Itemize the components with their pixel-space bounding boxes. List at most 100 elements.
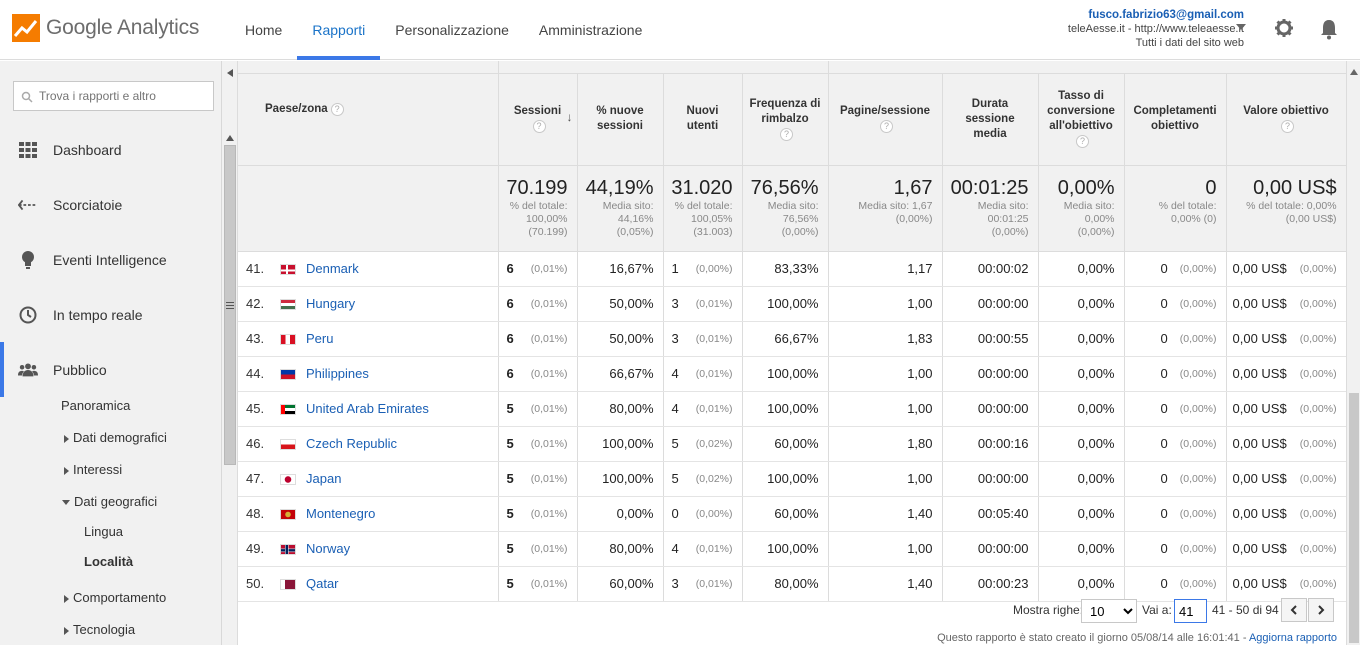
country-link[interactable]: Denmark xyxy=(306,261,359,276)
prev-page-button[interactable] xyxy=(1281,598,1307,622)
bell-icon[interactable] xyxy=(1319,18,1341,40)
help-icon[interactable]: ? xyxy=(330,102,344,116)
account-caret-icon[interactable] xyxy=(1236,24,1246,30)
goal-value-pct: (0,00%) xyxy=(1299,262,1337,275)
help-icon[interactable]: ? xyxy=(880,120,893,133)
sidebar-item-scorciatoie[interactable]: Scorciatoie xyxy=(0,177,222,232)
report-search-input[interactable] xyxy=(14,82,213,110)
goal-value: 0,00 US$ xyxy=(1232,471,1287,486)
sidebar-sub-panoramica[interactable]: Panoramica xyxy=(61,398,130,413)
sidebar-sub-lingua[interactable]: Lingua xyxy=(84,524,123,539)
country-link[interactable]: Philippines xyxy=(306,366,369,381)
cell-durata: 00:00:00 xyxy=(942,356,1039,392)
cell-paese: 44. Philippines xyxy=(238,356,499,392)
sidebar-item-pubblico[interactable]: Pubblico xyxy=(0,342,222,397)
bounce-value: 66,67% xyxy=(774,331,819,346)
gear-icon[interactable] xyxy=(1274,18,1296,40)
account-selector[interactable]: fusco.fabrizio63@gmail.com teleAesse.it … xyxy=(1068,8,1244,50)
cell-nuovi-utenti: 1 (0,00%) xyxy=(663,251,743,287)
help-icon[interactable]: ? xyxy=(780,127,793,141)
goto-input[interactable] xyxy=(1174,599,1207,623)
conversion-value: 0,00% xyxy=(1077,436,1115,451)
nav-personalizzazione[interactable]: Personalizzazione xyxy=(380,0,524,60)
country-link[interactable]: Hungary xyxy=(306,296,356,311)
sidebar-sub-dati-geografici[interactable]: Dati geografici xyxy=(62,494,157,509)
col-label: Paese/zona xyxy=(265,102,328,115)
sidebar-item-dashboard[interactable]: Dashboard xyxy=(0,122,222,177)
col-frequenza-rimbalzo[interactable]: Frequenza di rimbalzo? xyxy=(742,73,829,166)
pages-value: 1,83 xyxy=(907,331,933,346)
country-link[interactable]: Japan xyxy=(306,471,342,486)
sidebar-sub-localita[interactable]: Località xyxy=(84,554,133,569)
report-search-box[interactable] xyxy=(13,81,214,111)
sidebar-sub-dati-demografici[interactable]: Dati demografici xyxy=(64,430,167,445)
expand-arrow-icon xyxy=(64,594,69,603)
drag-handle-icon[interactable] xyxy=(226,301,234,309)
new-sessions-value: 60,00% xyxy=(609,576,654,591)
sidebar-sub-interessi[interactable]: Interessi xyxy=(64,462,122,477)
nav-rapporti[interactable]: Rapporti xyxy=(297,0,381,60)
cell-nuovi-utenti: 5 (0,02%) xyxy=(663,426,743,462)
goal-value-pct: (0,00%) xyxy=(1299,507,1337,520)
help-icon[interactable]: ? xyxy=(1281,120,1295,133)
cell-pagine: 1,83 xyxy=(828,321,943,357)
cell-completamenti: 0 (0,00%) xyxy=(1124,321,1227,357)
collapse-sidebar-icon[interactable] xyxy=(226,69,234,77)
goal-value: 0,00 US$ xyxy=(1232,506,1287,521)
col-label: Pagine/sessione xyxy=(839,105,931,117)
col-valore-obiettivo[interactable]: Valore obiettivo? xyxy=(1226,73,1347,166)
next-page-button[interactable] xyxy=(1308,598,1334,622)
country-link[interactable]: Norway xyxy=(306,541,351,556)
cell-completamenti: 0 (0,00%) xyxy=(1124,461,1227,497)
duration-value: 00:00:00 xyxy=(977,366,1029,381)
col-tasso-conversione[interactable]: Tasso di conversione all'obiettivo? xyxy=(1038,73,1125,166)
cell-paese: 48. Montenegro xyxy=(238,496,499,532)
col-durata-sessione[interactable]: Durata sessione media xyxy=(942,73,1039,166)
sidebar-sub-comportamento[interactable]: Comportamento xyxy=(64,590,166,605)
nav-personalizzazione-label: Personalizzazione xyxy=(395,22,509,38)
scroll-up-icon[interactable] xyxy=(1350,69,1358,75)
sidebar-item-eventi-intelligence[interactable]: Eventi Intelligence xyxy=(0,232,222,287)
country-link[interactable]: Montenegro xyxy=(306,506,376,521)
google-analytics-logo[interactable]: Google Analytics xyxy=(12,12,199,44)
main-scrollbar[interactable] xyxy=(1346,61,1360,645)
sidebar-item-tempo-reale[interactable]: In tempo reale xyxy=(0,287,222,342)
pages-value: 1,17 xyxy=(907,261,933,276)
nav-home[interactable]: Home xyxy=(230,0,297,60)
col-nuove-sessioni[interactable]: % nuove sessioni xyxy=(577,73,664,166)
sort-desc-icon[interactable]: ↓ xyxy=(566,109,573,124)
cell-durata: 00:00:23 xyxy=(942,566,1039,602)
nav-amministrazione[interactable]: Amministrazione xyxy=(524,0,657,60)
cell-nuovi-utenti: 5 (0,02%) xyxy=(663,461,743,497)
help-icon[interactable]: ? xyxy=(1076,135,1089,148)
show-rows-select[interactable]: 10 xyxy=(1081,599,1137,623)
country-link[interactable]: Czech Republic xyxy=(306,436,398,451)
col-nuovi-utenti[interactable]: Nuovi utenti xyxy=(663,73,743,166)
new-users-pct: (0,01%) xyxy=(695,367,733,380)
country-link[interactable]: Qatar xyxy=(306,576,339,591)
table-row: 43. Peru 6 (0,01%) 50,00% 3 (0,01%) 66,67% … xyxy=(238,321,1347,357)
scroll-up-icon[interactable] xyxy=(226,135,234,141)
country-link[interactable]: United Arab Emirates xyxy=(306,401,429,416)
cell-pagine: 1,00 xyxy=(828,286,943,322)
new-sessions-value: 100,00% xyxy=(602,436,654,451)
expand-arrow-icon xyxy=(64,434,69,443)
main-scroll-thumb[interactable] xyxy=(1349,393,1359,643)
col-paese-zona[interactable]: Paese/zona? xyxy=(238,73,499,166)
help-icon[interactable]: ? xyxy=(532,120,546,133)
report-footnote: Questo rapporto è stato creato il giorno… xyxy=(238,632,1337,644)
new-users-value: 5 xyxy=(671,436,679,451)
cell-rimbalzo: 83,33% xyxy=(742,251,829,287)
cell-paese: 43. Peru xyxy=(238,321,499,357)
col-completamenti[interactable]: Completamenti obiettivo xyxy=(1124,73,1227,166)
col-pagine-sessione[interactable]: Pagine/sessione? xyxy=(828,73,943,166)
goal-value: 0,00 US$ xyxy=(1232,576,1287,591)
col-sessioni[interactable]: Sessioni? ↓ xyxy=(498,73,578,166)
sidebar-scrollbar[interactable] xyxy=(222,61,238,645)
sidebar-sub-tecnologia[interactable]: Tecnologia xyxy=(64,622,135,637)
cell-nuove-sessioni: 100,00% xyxy=(577,461,664,497)
summary-valore: 0,00 US$% del totale: 0,00% (0,00 US$) xyxy=(1226,165,1347,252)
country-link[interactable]: Peru xyxy=(306,331,334,346)
completions-pct: (0,00%) xyxy=(1179,507,1217,520)
refresh-report-link[interactable]: Aggiorna rapporto xyxy=(1248,632,1337,644)
